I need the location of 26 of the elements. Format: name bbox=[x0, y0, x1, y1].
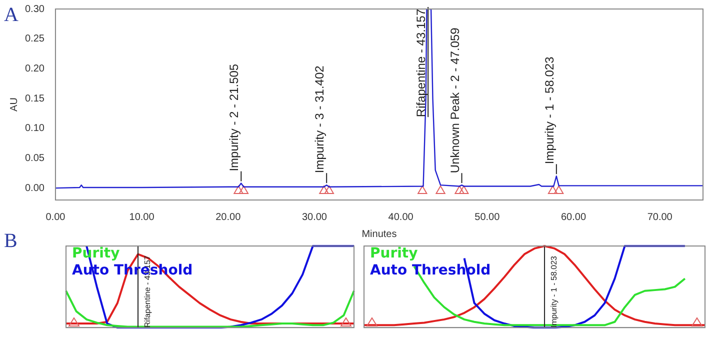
chart-title: A bbox=[4, 4, 18, 27]
x-tick-label: 50.00 bbox=[474, 212, 500, 223]
annotation: Impurity - 1 - 58.023 bbox=[550, 255, 559, 328]
chart-title: B bbox=[4, 230, 18, 253]
y-tick-label: 0.10 bbox=[24, 123, 45, 134]
annotation: Impurity - 3 - 31.402 bbox=[312, 65, 327, 174]
x-tick-label: 0.00 bbox=[46, 212, 66, 223]
x-tick-label: 30.00 bbox=[302, 212, 328, 223]
x-tick-label: 60.00 bbox=[560, 212, 586, 223]
x-tick-label: 70.00 bbox=[647, 212, 673, 223]
y-tick-label: 0.20 bbox=[24, 63, 45, 74]
y-tick-label: 0.15 bbox=[24, 93, 45, 104]
y-tick-label: 0.05 bbox=[24, 152, 45, 164]
x-tick-label: 10.00 bbox=[129, 212, 155, 223]
y-tick-label: 0.00 bbox=[24, 182, 45, 194]
annotation: Impurity - 1 - 58.023 bbox=[542, 56, 556, 164]
x-tick-label: 20.00 bbox=[216, 212, 242, 223]
y-tick-label: 0.25 bbox=[24, 34, 45, 45]
x-axis-title: Minutes bbox=[362, 228, 397, 240]
x-tick-label: 40.00 bbox=[388, 212, 414, 223]
annotation: Impurity - 2 - 21.505 bbox=[227, 64, 242, 172]
y-axis-title: AU bbox=[8, 98, 20, 112]
annotation: Unknown Peak - 2 - 47.059 bbox=[448, 27, 462, 174]
annotation: Rifapentine - 43.157 bbox=[414, 8, 428, 118]
series-label: Purity bbox=[370, 246, 418, 262]
y-tick-label: 0.30 bbox=[24, 4, 45, 15]
